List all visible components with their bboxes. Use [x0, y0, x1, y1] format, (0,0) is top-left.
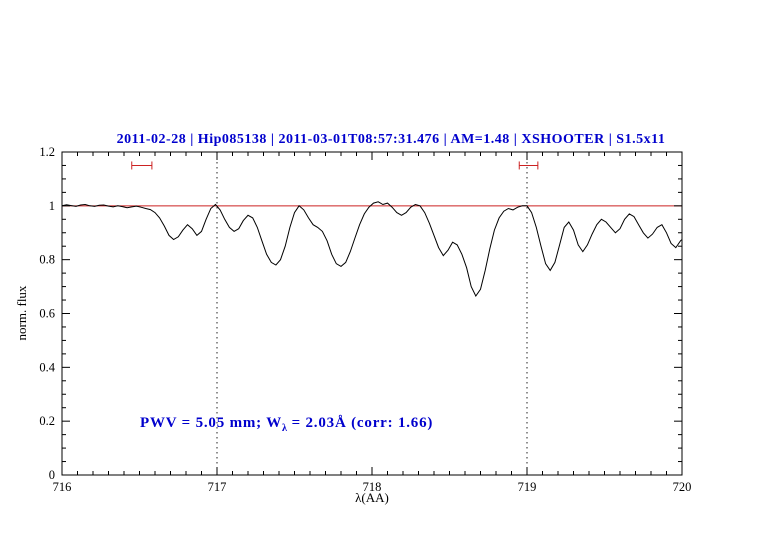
x-tick-label-720: 720 [673, 480, 692, 494]
x-axis-label: λ(AA) [355, 490, 389, 505]
y-tick-label-0.4: 0.4 [39, 360, 55, 374]
y-tick-label-1.2: 1.2 [39, 145, 55, 159]
spectrum-line [61, 201, 683, 297]
y-tick-label-0.8: 0.8 [39, 253, 55, 267]
y-tick-label-1: 1 [49, 199, 55, 213]
y-tick-label-0: 0 [49, 468, 55, 482]
x-tick-label-717: 717 [208, 480, 227, 494]
x-tick-label-718: 718 [363, 480, 382, 494]
annotation-lambda-sub: λ [282, 423, 288, 434]
y-tick-label-0.6: 0.6 [39, 307, 55, 321]
pwv-annotation: PWV = 5.05 mm; Wλ = 2.03Å (corr: 1.66) [140, 415, 433, 434]
plot-title: 2011-02-28 | Hip085138 | 2011-03-01T08:5… [116, 132, 666, 147]
annotation-post: = 2.03Å (corr: 1.66) [287, 415, 434, 431]
y-tick-label-0.2: 0.2 [39, 414, 55, 428]
y-axis-label: norm. flux [14, 285, 29, 341]
x-tick-label-719: 719 [518, 480, 537, 494]
annotation-pre: PWV = 5.05 mm; W [140, 415, 283, 431]
x-tick-label-716: 716 [53, 480, 72, 494]
